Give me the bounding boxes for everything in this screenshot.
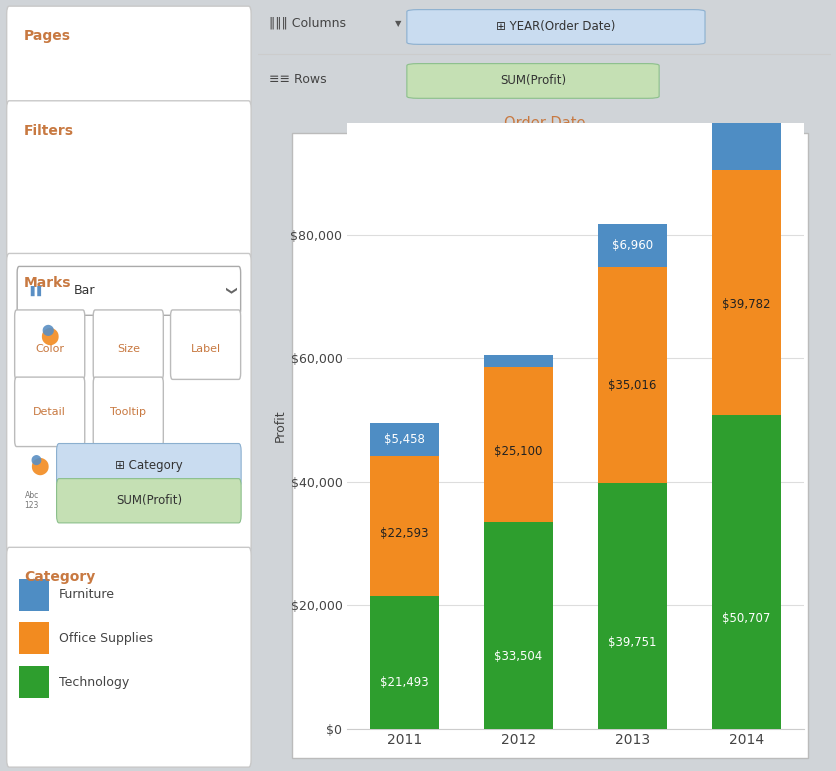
Text: $25,100: $25,100: [493, 446, 542, 459]
FancyBboxPatch shape: [15, 310, 84, 379]
Text: Order Date: Order Date: [503, 116, 584, 131]
Text: $39,751: $39,751: [608, 636, 656, 649]
Text: Detail: Detail: [33, 407, 66, 417]
Text: ▐▐: ▐▐: [27, 286, 42, 296]
Bar: [483, 522, 552, 729]
Text: $21,493: $21,493: [380, 675, 428, 689]
Text: $39,782: $39,782: [721, 298, 770, 311]
FancyBboxPatch shape: [171, 310, 241, 379]
Text: Office Supplies: Office Supplies: [59, 631, 153, 645]
Text: Pages: Pages: [24, 29, 71, 43]
FancyBboxPatch shape: [7, 547, 251, 767]
Text: $6,960: $6,960: [611, 239, 652, 252]
Y-axis label: Profit: Profit: [273, 409, 286, 443]
Text: Bar: Bar: [74, 284, 95, 298]
Text: ≡≡ Rows: ≡≡ Rows: [269, 72, 327, 86]
Text: ‖‖‖ Columns: ‖‖‖ Columns: [269, 17, 346, 29]
Bar: [370, 596, 438, 729]
Text: ⬤: ⬤: [42, 325, 54, 336]
Text: Tooltip: Tooltip: [110, 407, 146, 417]
Bar: [19, 622, 49, 654]
FancyBboxPatch shape: [406, 10, 704, 44]
Text: Category: Category: [24, 571, 95, 584]
Text: ❯: ❯: [223, 286, 234, 295]
FancyBboxPatch shape: [17, 267, 241, 315]
Text: ⬤: ⬤: [30, 456, 48, 475]
Bar: [370, 456, 438, 596]
Text: Marks: Marks: [24, 276, 72, 291]
Text: ⊞ YEAR(Order Date): ⊞ YEAR(Order Date): [496, 21, 615, 33]
Text: ⊞ Category: ⊞ Category: [115, 460, 182, 472]
Text: ⬤: ⬤: [40, 327, 59, 345]
Text: Label: Label: [191, 344, 221, 354]
Bar: [598, 267, 665, 483]
Text: SUM(Profit): SUM(Profit): [115, 494, 181, 507]
Bar: [483, 355, 552, 367]
Text: $33,504: $33,504: [494, 650, 542, 662]
Bar: [711, 117, 780, 170]
Text: ⬤: ⬤: [31, 455, 42, 466]
Text: Abc
123: Abc 123: [24, 491, 38, 510]
FancyBboxPatch shape: [15, 377, 84, 446]
Text: ▼: ▼: [395, 19, 401, 28]
Text: Color: Color: [35, 344, 64, 354]
Bar: [598, 483, 665, 729]
Text: Technology: Technology: [59, 676, 129, 689]
Text: SUM(Profit): SUM(Profit): [499, 75, 565, 87]
FancyBboxPatch shape: [93, 377, 163, 446]
FancyBboxPatch shape: [93, 310, 163, 379]
Bar: [19, 666, 49, 699]
Text: $5,458: $5,458: [384, 433, 425, 446]
Text: $22,593: $22,593: [380, 527, 428, 540]
Bar: [370, 423, 438, 456]
Bar: [598, 224, 665, 267]
FancyBboxPatch shape: [292, 133, 808, 757]
Bar: [711, 416, 780, 729]
Bar: [711, 170, 780, 416]
Text: $35,016: $35,016: [608, 379, 656, 392]
Text: Filters: Filters: [24, 123, 74, 138]
FancyBboxPatch shape: [57, 443, 241, 488]
FancyBboxPatch shape: [7, 6, 251, 107]
FancyBboxPatch shape: [406, 64, 659, 99]
Bar: [483, 367, 552, 522]
Text: Size: Size: [117, 344, 140, 354]
Text: $50,707: $50,707: [721, 612, 770, 625]
FancyBboxPatch shape: [7, 254, 251, 554]
Bar: [19, 578, 49, 611]
FancyBboxPatch shape: [7, 101, 251, 260]
Text: Furniture: Furniture: [59, 588, 115, 601]
FancyBboxPatch shape: [57, 479, 241, 523]
